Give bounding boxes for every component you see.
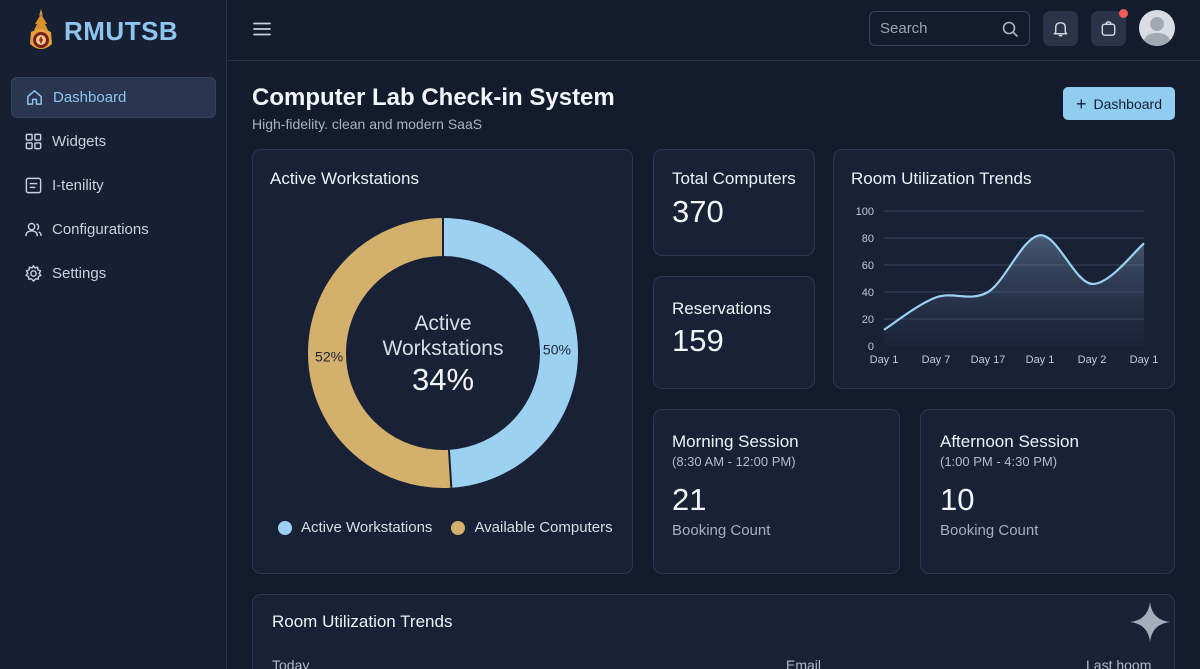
room-utilization-table-card: Room Utilization Trends Today Email Last…	[252, 594, 1175, 669]
sidebar-item-label: Settings	[52, 265, 107, 282]
search-box	[869, 11, 1030, 46]
x-tick-label: Day 1	[1026, 354, 1055, 366]
legend-swatch	[451, 520, 466, 535]
legend-label: Active Workstations	[301, 519, 433, 536]
users-icon	[25, 222, 42, 237]
donut-legend: Active Workstations Available Computers	[278, 519, 632, 536]
plus-icon: +	[1075, 93, 1087, 114]
area-chart: 0 20 40 60 80 100 Day 1 Day 7 Day 17 Day 1 Day 2 Da…	[856, 206, 1159, 366]
card-title: Room Utilization Trends	[272, 612, 453, 631]
sidebar-item-label: I-tenility	[52, 177, 104, 194]
donut-label-active: 50%	[543, 341, 571, 357]
donut-separator	[447, 449, 453, 488]
search-icon[interactable]	[1001, 20, 1019, 38]
gear-icon	[25, 264, 42, 282]
grid-icon	[25, 133, 42, 150]
top-bar	[228, 0, 1200, 61]
brand-name: RMUTSB	[64, 15, 179, 46]
sidebar-item-dashboard[interactable]: Dashboard	[11, 77, 216, 118]
column-header-email[interactable]: Email	[786, 657, 822, 669]
legend-item-active[interactable]: Active Workstations	[278, 519, 432, 536]
active-workstations-card: Active Workstations Active Workstations …	[252, 149, 633, 574]
x-tick-label: Day 7	[922, 354, 951, 366]
notification-badge	[1119, 9, 1128, 18]
sparkle-icon	[1130, 602, 1170, 642]
y-tick-label: 100	[856, 206, 874, 218]
shopping-bag-icon	[1101, 21, 1116, 36]
morning-session-card: Morning Session (8:30 AM - 12:00 PM) 21 …	[653, 409, 900, 574]
area-fill	[884, 235, 1144, 346]
reservations-card: Reservations 159	[653, 276, 815, 389]
dashboard-button[interactable]: + Dashboard	[1063, 87, 1175, 120]
sidebar-item-settings[interactable]: Settings	[11, 253, 216, 294]
card-title: Total Computers	[672, 169, 796, 188]
x-tick-label: Day 17	[971, 354, 1006, 366]
brand[interactable]: RMUTSB	[26, 8, 178, 54]
total-computers-card: Total Computers 370	[653, 149, 815, 256]
y-tick-label: 20	[862, 314, 874, 326]
session-time: (1:00 PM - 4:30 PM)	[940, 454, 1058, 469]
donut-segment-active[interactable]	[442, 218, 578, 488]
page-title: Computer Lab Check-in System	[252, 84, 615, 111]
bell-icon	[1053, 22, 1068, 37]
morning-booking-value: 21	[672, 482, 707, 517]
home-icon	[27, 90, 42, 105]
university-logo	[30, 9, 52, 49]
afternoon-session-card: Afternoon Session (1:00 PM - 4:30 PM) 10…	[920, 409, 1175, 574]
hamburger-menu-icon[interactable]	[251, 18, 273, 40]
card-title: Active Workstations	[270, 169, 419, 188]
y-tick-label: 40	[862, 287, 874, 299]
donut-chart: Active Workstations 34% 50% 52%	[308, 218, 578, 488]
legend-swatch	[278, 520, 292, 535]
page-subtitle: High-fidelity. clean and modern SaaS	[252, 116, 483, 132]
afternoon-booking-value: 10	[940, 482, 975, 517]
sidebar-item-widgets[interactable]: Widgets	[11, 121, 216, 162]
card-title: Room Utilization Trends	[851, 169, 1032, 188]
session-time: (8:30 AM - 12:00 PM)	[672, 454, 796, 469]
donut-label-available: 52%	[315, 349, 343, 365]
booking-count-label: Booking Count	[672, 522, 771, 539]
inbox-button[interactable]	[1091, 9, 1128, 46]
sidebar-item-configurations[interactable]: Configurations	[11, 209, 216, 250]
sidebar-item-itenility[interactable]: I-tenility	[11, 165, 216, 206]
card-title: Morning Session	[672, 432, 799, 451]
sidebar-item-label: Dashboard	[53, 89, 127, 106]
donut-center-label-2: Workstations	[383, 337, 504, 360]
legend-label: Available Computers	[474, 519, 613, 536]
y-tick-label: 80	[862, 233, 874, 245]
booking-count-label: Booking Count	[940, 522, 1039, 539]
x-tick-label: Day 2	[1078, 354, 1107, 366]
x-tick-label: Day 1	[1130, 354, 1159, 366]
notifications-button[interactable]	[1043, 11, 1078, 46]
trend-line[interactable]	[883, 234, 1145, 331]
room-utilization-chart-card: Room Utilization Trends 0 20 40 60 80 100 Day …	[833, 149, 1175, 389]
x-tick-label: Day 1	[870, 354, 899, 366]
column-header-last-room[interactable]: Last hoom	[1086, 657, 1152, 669]
sidebar-item-label: Configurations	[52, 221, 149, 238]
sidebar-nav: Dashboard Widgets I-tenility	[11, 77, 216, 297]
donut-center-value: 34%	[412, 362, 474, 397]
user-avatar-icon	[1143, 17, 1171, 46]
donut-segment-available[interactable]	[308, 218, 452, 488]
sidebar-item-label: Widgets	[52, 133, 107, 150]
sidebar: RMUTSB Dashboard Widgets	[0, 0, 227, 669]
column-header-today[interactable]: Today	[272, 657, 310, 669]
total-computers-value: 370	[672, 194, 724, 229]
y-tick-label: 60	[862, 260, 874, 272]
list-icon	[25, 177, 42, 194]
card-title: Reservations	[672, 299, 772, 318]
search-input[interactable]	[880, 20, 990, 37]
card-title: Afternoon Session	[940, 432, 1079, 451]
reservations-value: 159	[672, 323, 724, 358]
legend-item-available[interactable]: Available Computers	[451, 519, 613, 536]
user-avatar[interactable]	[1139, 10, 1175, 46]
dashboard-button-label: Dashboard	[1093, 95, 1163, 112]
donut-center-label-1: Active	[414, 312, 471, 335]
y-tick-label: 0	[868, 341, 874, 353]
